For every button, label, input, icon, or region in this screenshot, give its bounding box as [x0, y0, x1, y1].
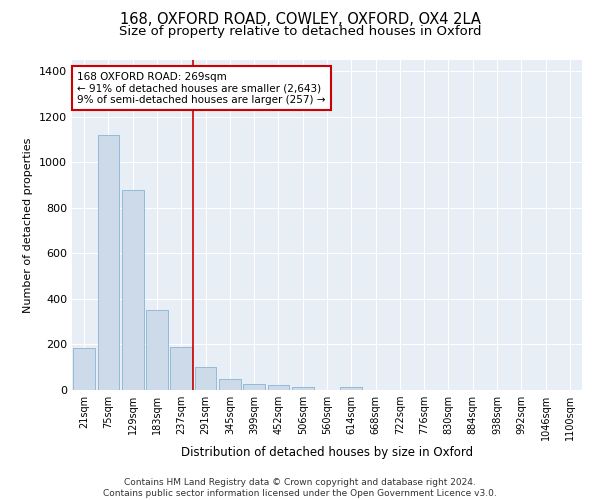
Y-axis label: Number of detached properties: Number of detached properties [23, 138, 34, 312]
Bar [146, 310, 168, 390]
Bar [122, 190, 143, 390]
Bar [268, 386, 289, 390]
Bar [194, 367, 217, 390]
Text: Contains HM Land Registry data © Crown copyright and database right 2024.
Contai: Contains HM Land Registry data © Crown c… [103, 478, 497, 498]
Bar [340, 386, 362, 390]
Bar [73, 348, 95, 390]
Bar [243, 384, 265, 390]
Text: 168 OXFORD ROAD: 269sqm
← 91% of detached houses are smaller (2,643)
9% of semi-: 168 OXFORD ROAD: 269sqm ← 91% of detache… [77, 72, 326, 105]
Text: 168, OXFORD ROAD, COWLEY, OXFORD, OX4 2LA: 168, OXFORD ROAD, COWLEY, OXFORD, OX4 2L… [119, 12, 481, 28]
Text: Size of property relative to detached houses in Oxford: Size of property relative to detached ho… [119, 25, 481, 38]
Bar [292, 386, 314, 390]
X-axis label: Distribution of detached houses by size in Oxford: Distribution of detached houses by size … [181, 446, 473, 458]
Bar [170, 347, 192, 390]
Bar [97, 135, 119, 390]
Bar [219, 378, 241, 390]
